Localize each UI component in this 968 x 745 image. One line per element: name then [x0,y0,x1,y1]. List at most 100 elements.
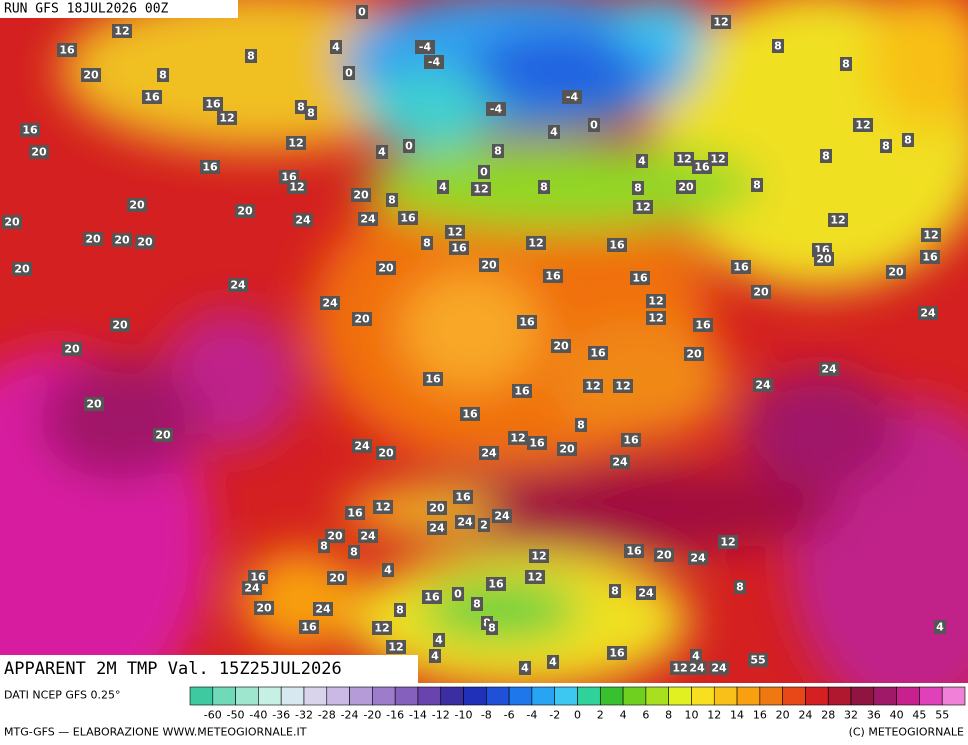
contour-label: 24 [690,552,706,565]
contour-label: 16 [609,647,625,660]
contour-label: 12 [114,25,129,38]
contour-label-box [330,40,342,54]
contour-label: 16 [451,242,467,255]
contour-label-box [547,655,559,669]
contour-label-box [684,347,704,361]
run-label: RUN GFS 18JUL2026 00Z [4,2,169,17]
contour-label-box [112,233,132,247]
contour-label-box [358,212,378,226]
contour-label: 12 [531,550,546,563]
contour-label-box [492,144,504,158]
contour-label: 4 [550,126,558,139]
contour-label-box [427,501,447,515]
contour-label: -4 [490,103,503,116]
contour-label-box [687,661,707,675]
contour-label-box [607,238,627,252]
contour-label: 16 [529,437,545,450]
contour-label-box [376,145,388,159]
contour-label-box [12,262,32,276]
contour-label-box [646,294,666,308]
contour-label-box [376,446,396,460]
contour-label: 24 [360,530,376,543]
colorbar-swatch [736,686,761,706]
colorbar-label: -10 [455,709,473,722]
contour-label-box [245,49,257,63]
colorbar-label: -6 [504,709,515,722]
contour-label-box [217,111,237,125]
contour-label-box [445,225,465,239]
contour-label: 8 [488,622,496,635]
contour-label: 16 [623,434,639,447]
contour-label: 12 [648,312,663,325]
contour-label: 20 [559,443,575,456]
contour-label-box [920,250,940,264]
contour-label: 16 [347,507,363,520]
colorbar-label: 24 [798,709,812,722]
contour-label-box [62,342,82,356]
colorbar-label: -12 [432,709,450,722]
contour-label-box [708,152,728,166]
contour-label-box [711,15,731,29]
contour-label: 24 [322,297,338,310]
colorbar-label: 40 [890,709,904,722]
contour-label-box [394,603,406,617]
colorbar-swatch [622,686,647,706]
contour-label-box [81,68,101,82]
contour-label-box [772,39,784,53]
contour-label: 24 [360,213,376,226]
colorbar-label: 45 [912,709,926,722]
contour-label: 8 [423,237,431,250]
contour-label: 2 [480,519,488,532]
contour-label: 24 [230,279,246,292]
colorbar-swatch [486,686,510,706]
colorbar-label: 20 [776,709,790,722]
contour-label-box [235,204,255,218]
contour-label-box [305,106,317,120]
contour-label: 0 [590,119,598,132]
contour-label-box [327,571,347,585]
contour-label-box [415,40,435,54]
contour-label-box [575,418,587,432]
contour-label: 16 [519,316,535,329]
colorbar-swatch [212,686,236,706]
colorbar-swatch [577,686,601,706]
contour-label-box [636,154,648,168]
contour-label-box [693,318,713,332]
contour-label-box [527,436,547,450]
colorbar-swatch [554,686,578,706]
colorbar-swatch [417,686,442,706]
contour-label-box [676,180,696,194]
contour-label: -4 [428,56,441,69]
contour-label-box [674,152,694,166]
contour-label-box [751,285,771,299]
contour-label-box [455,515,475,529]
contour-label-box [902,133,914,147]
colorbar-label: -24 [341,709,359,722]
contour-label-box [386,193,398,207]
contour-label-box [828,213,848,227]
colorbar-swatch [645,686,669,706]
colorbar-swatch [691,686,715,706]
contour-label-box [427,521,447,535]
colorbar-label: -28 [318,709,336,722]
contour-label: 8 [473,598,481,611]
contour-label-box [525,570,545,584]
contour-label: 8 [350,546,358,559]
contour-label: 24 [689,662,705,675]
contour-label-box [731,260,751,274]
title-box [0,655,418,683]
contour-label: 16 [250,571,266,584]
contour-label-box [734,580,746,594]
contour-label: 12 [375,501,390,514]
colorbar-label: 36 [867,709,881,722]
colorbar-label: 6 [642,709,649,722]
colorbar-label: -60 [204,709,222,722]
colorbar-label: 55 [935,709,949,722]
contour-label: 0 [405,140,413,153]
contour-label: 16 [22,124,38,137]
contour-label-box [748,653,768,667]
colorbar-label: -20 [363,709,381,722]
contour-label: 4 [384,564,392,577]
colorbar-label: -50 [227,709,245,722]
contour-label-box [286,136,306,150]
